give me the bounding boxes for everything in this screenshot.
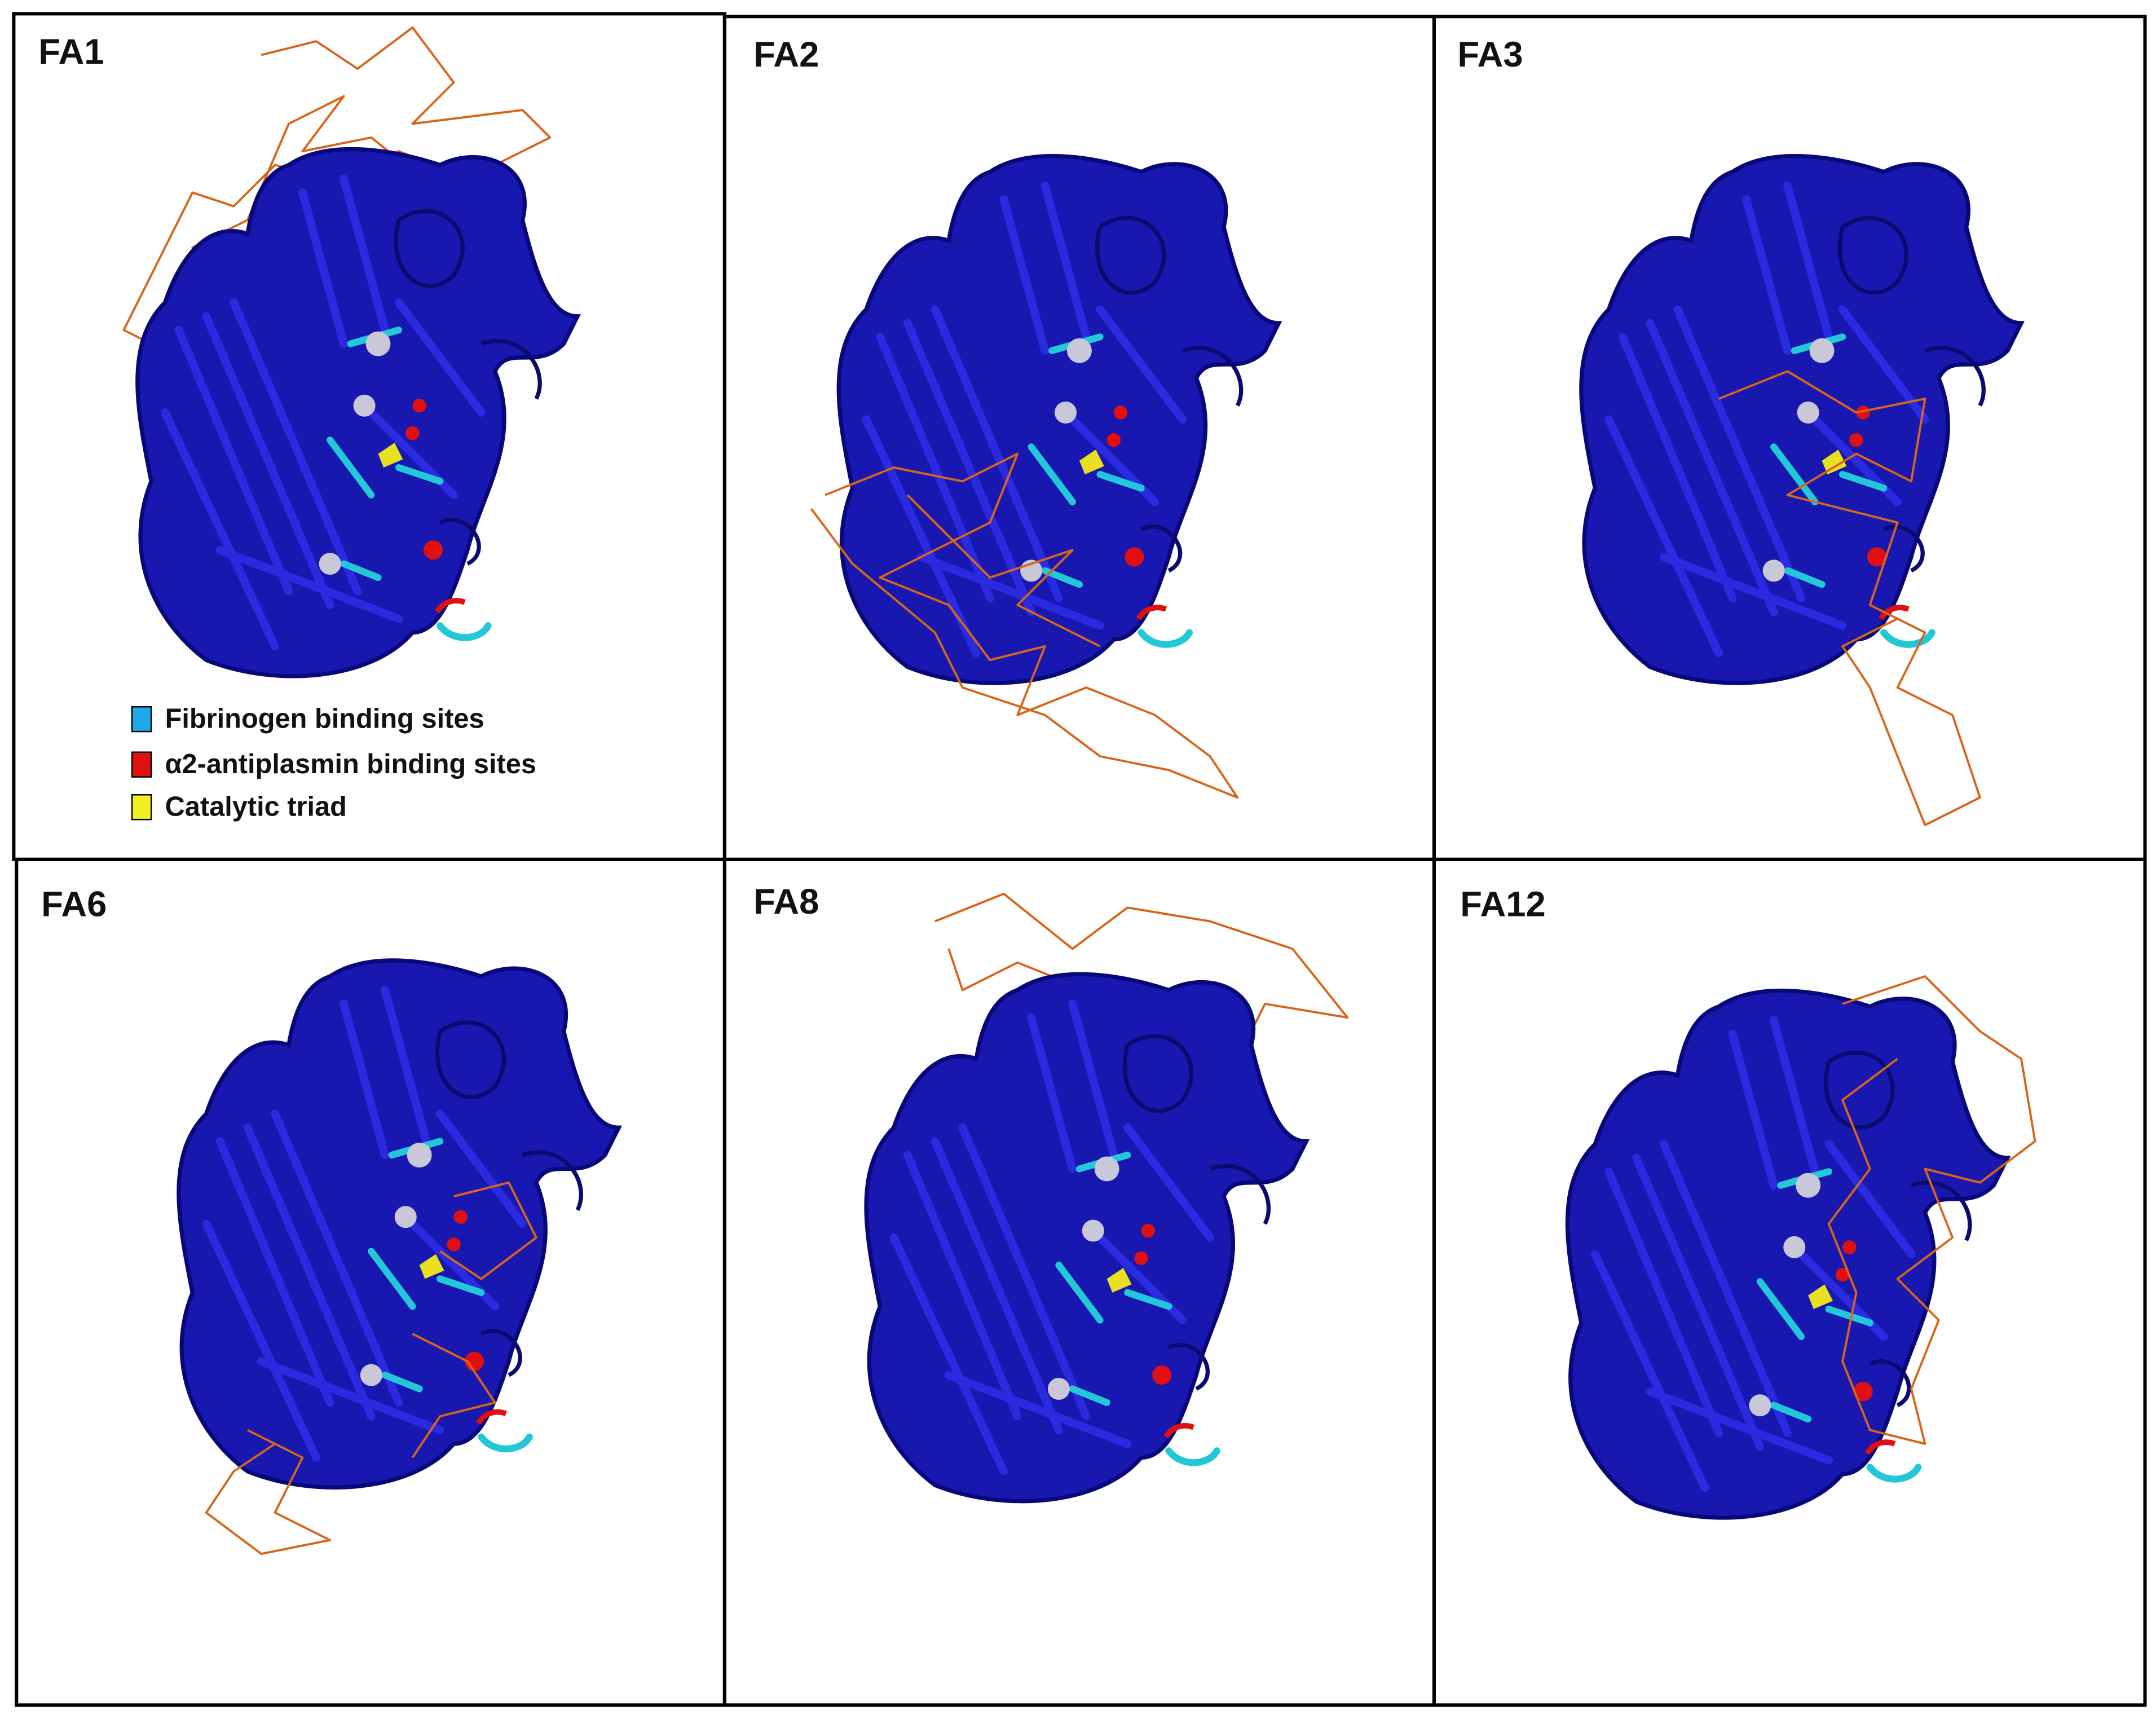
- panel-label: FA6: [41, 885, 107, 924]
- protein: [138, 149, 577, 676]
- legend-text: Fibrinogen binding sites: [165, 703, 484, 734]
- ligand: [1718, 370, 1981, 826]
- legend-text: α2-antiplasmin binding sites: [165, 749, 536, 779]
- legend-text: Catalytic triad: [165, 792, 347, 822]
- panel-label: FA3: [1457, 35, 1523, 74]
- protein: [1581, 156, 2021, 683]
- panel-label: FA2: [753, 35, 819, 74]
- legend-swatch: [131, 706, 152, 733]
- protein: [839, 156, 1278, 683]
- panel-label: FA1: [38, 32, 104, 72]
- ligand: [1827, 975, 2036, 1446]
- panel-label: FA8: [753, 882, 819, 922]
- ligand: [205, 1181, 537, 1555]
- panel-frame: [1432, 857, 2147, 1707]
- ligand: [810, 452, 1239, 799]
- protein: [866, 974, 1306, 1501]
- legend-swatch: [131, 794, 152, 821]
- ligand: [122, 26, 552, 455]
- protein: [179, 960, 619, 1487]
- protein: [1567, 991, 2007, 1518]
- legend-swatch: [131, 751, 152, 778]
- panel-label: FA12: [1460, 885, 1545, 924]
